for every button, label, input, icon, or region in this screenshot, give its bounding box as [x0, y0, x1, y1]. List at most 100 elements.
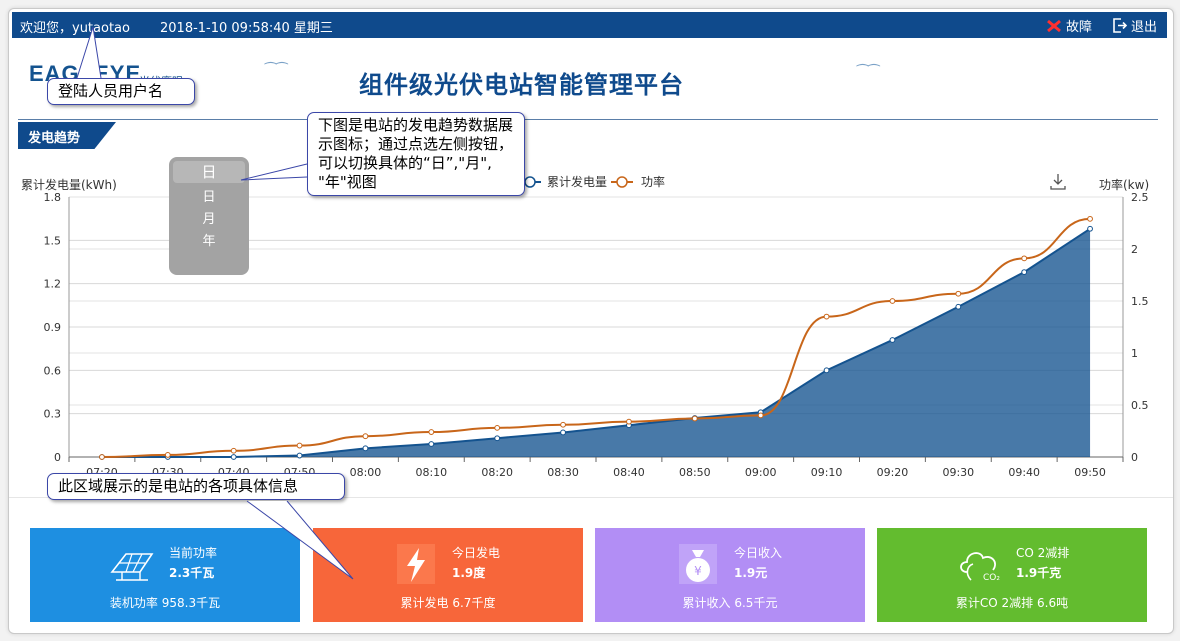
period-select-value[interactable]: 日 — [173, 161, 245, 183]
download-icon[interactable] — [1050, 174, 1066, 190]
energy-point — [823, 367, 830, 374]
legend-power-marker — [616, 176, 628, 188]
power-point — [1087, 215, 1093, 222]
card-current-power: 当前功率 2.3千瓦 装机功率 958.3千瓦 — [30, 528, 300, 622]
svg-text:CO₂: CO₂ — [983, 573, 1000, 583]
power-trend-chart: 0 0.3 0.6 0.9 1.2 1.5 1.8 0 0.5 1 1.5 2 2.5 累计发电量(kWh… — [9, 159, 1173, 499]
period-option-year[interactable]: 年 — [202, 234, 216, 249]
x-tick-label: 09:20 — [877, 466, 909, 479]
period-option-day[interactable]: 日 — [202, 190, 216, 205]
x-tick-label: 09:00 — [745, 466, 777, 479]
page-title: 组件级光伏电站智能管理平台 — [359, 71, 684, 99]
card-label: CO 2减排 — [1016, 546, 1070, 560]
x-tick-label: 08:50 — [679, 466, 711, 479]
lightning-icon — [397, 544, 435, 584]
power-point — [757, 412, 764, 419]
fault-label: 故障 — [1066, 20, 1093, 35]
y-right-axis-label: 功率(kw) — [1099, 177, 1149, 192]
fault-button[interactable]: 故障 — [1046, 16, 1092, 35]
fault-icon — [1047, 19, 1061, 32]
x-tick-label: 09:50 — [1074, 466, 1106, 479]
card-footer: 累计收入 6.5千元 — [682, 596, 778, 610]
svg-text:¥: ¥ — [694, 564, 702, 578]
power-point — [230, 447, 237, 454]
power-point — [955, 290, 962, 297]
y-left-tick-label: 1.5 — [44, 234, 62, 247]
x-tick-label: 09:40 — [1008, 466, 1040, 479]
callout-cards: 此区域展示的是电站的各项具体信息 — [47, 473, 345, 500]
energy-point — [296, 452, 303, 459]
power-point — [296, 442, 303, 449]
energy-point — [230, 454, 237, 460]
power-point — [691, 415, 698, 422]
y-right-tick-label: 2.5 — [1131, 191, 1149, 204]
card-footer: 累计发电 6.7千度 — [400, 596, 496, 610]
power-point — [889, 298, 896, 304]
card-value: 1.9度 — [452, 566, 486, 580]
power-point — [494, 424, 501, 431]
card-label: 当前功率 — [169, 546, 218, 560]
decoration-icon: ⁀⁀ — [857, 65, 880, 81]
energy-point — [362, 445, 369, 452]
power-point — [164, 452, 171, 458]
datetime-text: 2018-1-10 09:58:40 星期三 — [160, 21, 333, 36]
solar-panel-icon — [110, 553, 154, 581]
power-point — [99, 454, 105, 460]
y-left-tick-label: 0.6 — [44, 364, 62, 377]
money-bag-icon: ¥ — [679, 544, 717, 584]
legend-energy-label: 累计发电量 — [547, 174, 607, 189]
card-co2-reduction: CO₂ CO 2减排 1.9千克 累计CO 2减排 6.6吨 — [877, 528, 1147, 622]
card-label: 今日发电 — [452, 546, 501, 560]
x-tick-label: 09:10 — [811, 466, 843, 479]
section-divider — [18, 119, 1158, 120]
power-point — [1021, 255, 1028, 262]
x-tick-label: 08:30 — [547, 466, 579, 479]
energy-point — [889, 337, 896, 343]
section-tab: 发电趋势 — [18, 122, 116, 149]
power-point — [428, 429, 435, 435]
card-value: 2.3千瓦 — [169, 566, 215, 580]
x-tick-label: 08:40 — [613, 466, 645, 479]
energy-point — [1087, 225, 1093, 232]
logout-label: 退出 — [1131, 20, 1158, 35]
legend-energy-marker — [524, 176, 536, 188]
energy-point — [494, 435, 501, 442]
top-bar: 欢迎您，yutaotao 2018-1-10 09:58:40 星期三 故障 退… — [12, 12, 1167, 38]
welcome-text: 欢迎您，yutaotao — [20, 21, 130, 36]
card-footer: 累计CO 2减排 6.6吨 — [955, 596, 1069, 610]
y-left-axis-label: 累计发电量(kWh) — [21, 177, 117, 192]
card-value: 1.9千克 — [1016, 566, 1062, 580]
energy-point — [1021, 269, 1028, 276]
energy-point — [955, 303, 962, 310]
stats-cards: 当前功率 2.3千瓦 装机功率 958.3千瓦 今日发电 1.9度 累计发电 6… — [30, 528, 1150, 622]
decoration-icon: ⁀⁀ — [265, 63, 288, 79]
logout-icon — [1113, 18, 1127, 33]
x-tick-label: 08:20 — [481, 466, 513, 479]
period-option-month[interactable]: 月 — [202, 212, 216, 227]
y-left-tick-label: 1.8 — [44, 191, 62, 204]
card-today-income: ¥ 今日收入 1.9元 累计收入 6.5千元 — [595, 528, 865, 622]
callout-user: 登陆人员用户名 — [47, 78, 195, 105]
callout-chart: 下图是电站的发电趋势数据展示图标；通过点选左侧按钮，可以切换具体的“日”,"月"… — [307, 112, 525, 196]
card-today-generation: 今日发电 1.9度 累计发电 6.7千度 — [313, 528, 583, 622]
period-select[interactable]: 日 日 月 年 — [169, 157, 249, 275]
y-left-tick-label: 0.3 — [44, 408, 62, 421]
y-right-tick-label: 1.5 — [1131, 295, 1149, 308]
y-right-tick-label: 1 — [1131, 347, 1138, 360]
logout-button[interactable]: 退出 — [1112, 16, 1157, 35]
energy-line — [101, 227, 1091, 458]
x-tick-label: 08:00 — [350, 466, 382, 479]
power-point — [560, 421, 566, 428]
y-right-tick-label: 0 — [1131, 451, 1138, 464]
y-left-tick-label: 0 — [54, 451, 61, 464]
main-window: 欢迎您，yutaotao 2018-1-10 09:58:40 星期三 故障 退… — [8, 8, 1174, 634]
chart-svg: 0 0.3 0.6 0.9 1.2 1.5 1.8 0 0.5 1 1.5 2 2.5 累计发电量(kWh… — [21, 174, 1149, 479]
section-title: 发电趋势 — [28, 131, 81, 146]
y-right-tick-label: 0.5 — [1131, 399, 1149, 412]
x-tick-label: 08:10 — [415, 466, 447, 479]
power-point — [823, 313, 830, 320]
power-point — [362, 433, 369, 440]
energy-point — [428, 441, 435, 447]
co2-cloud-icon: CO₂ — [960, 552, 1000, 583]
y-left-tick-label: 1.2 — [44, 278, 62, 291]
